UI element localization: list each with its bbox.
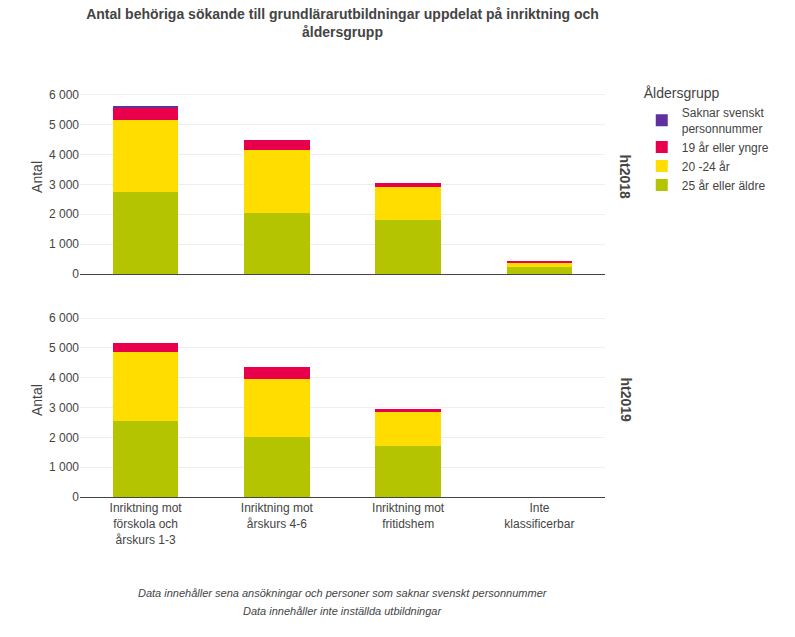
svg-text:19 år eller yngre: 19 år eller yngre (682, 141, 769, 155)
svg-text:3 000: 3 000 (49, 178, 79, 192)
svg-text:3 000: 3 000 (49, 401, 79, 415)
svg-text:4 000: 4 000 (49, 148, 79, 162)
svg-text:Antal: Antal (29, 384, 45, 416)
svg-text:Inriktning motfritidshem: Inriktning motfritidshem (372, 501, 445, 531)
svg-text:Åldersgrupp: Åldersgrupp (644, 85, 720, 101)
svg-text:2 000: 2 000 (49, 431, 79, 445)
svg-text:Inriktning motårskurs 4-6: Inriktning motårskurs 4-6 (241, 501, 314, 531)
svg-text:0: 0 (72, 267, 79, 281)
svg-text:4 000: 4 000 (49, 371, 79, 385)
svg-text:Data innehåller inte inställda: Data innehåller inte inställda utbildnin… (243, 605, 442, 617)
svg-text:Antal behöriga sökande till gr: Antal behöriga sökande till grundlärarut… (86, 6, 599, 40)
svg-text:ht2018: ht2018 (617, 154, 633, 199)
svg-text:Saknar svensktpersonnummer: Saknar svensktpersonnummer (682, 106, 765, 136)
svg-text:2 000: 2 000 (49, 207, 79, 221)
svg-text:ht2019: ht2019 (618, 378, 634, 423)
svg-text:1 000: 1 000 (49, 460, 79, 474)
svg-text:0: 0 (72, 490, 79, 504)
svg-text:1 000: 1 000 (49, 237, 79, 251)
svg-text:Inteklassificerbar: Inteklassificerbar (504, 501, 574, 531)
svg-text:Data innehåller sena ansökning: Data innehåller sena ansökningar och per… (138, 587, 548, 599)
svg-text:25 år eller äldre: 25 år eller äldre (682, 179, 766, 193)
svg-text:5 000: 5 000 (49, 341, 79, 355)
svg-text:6 000: 6 000 (49, 311, 79, 325)
svg-text:5 000: 5 000 (49, 118, 79, 132)
svg-text:Antal: Antal (29, 161, 45, 193)
svg-text:20 -24 år: 20 -24 år (682, 160, 730, 174)
svg-text:Inriktning motförskola ochårsk: Inriktning motförskola ochårskurs 1-3 (110, 501, 183, 546)
svg-text:6 000: 6 000 (49, 88, 79, 102)
